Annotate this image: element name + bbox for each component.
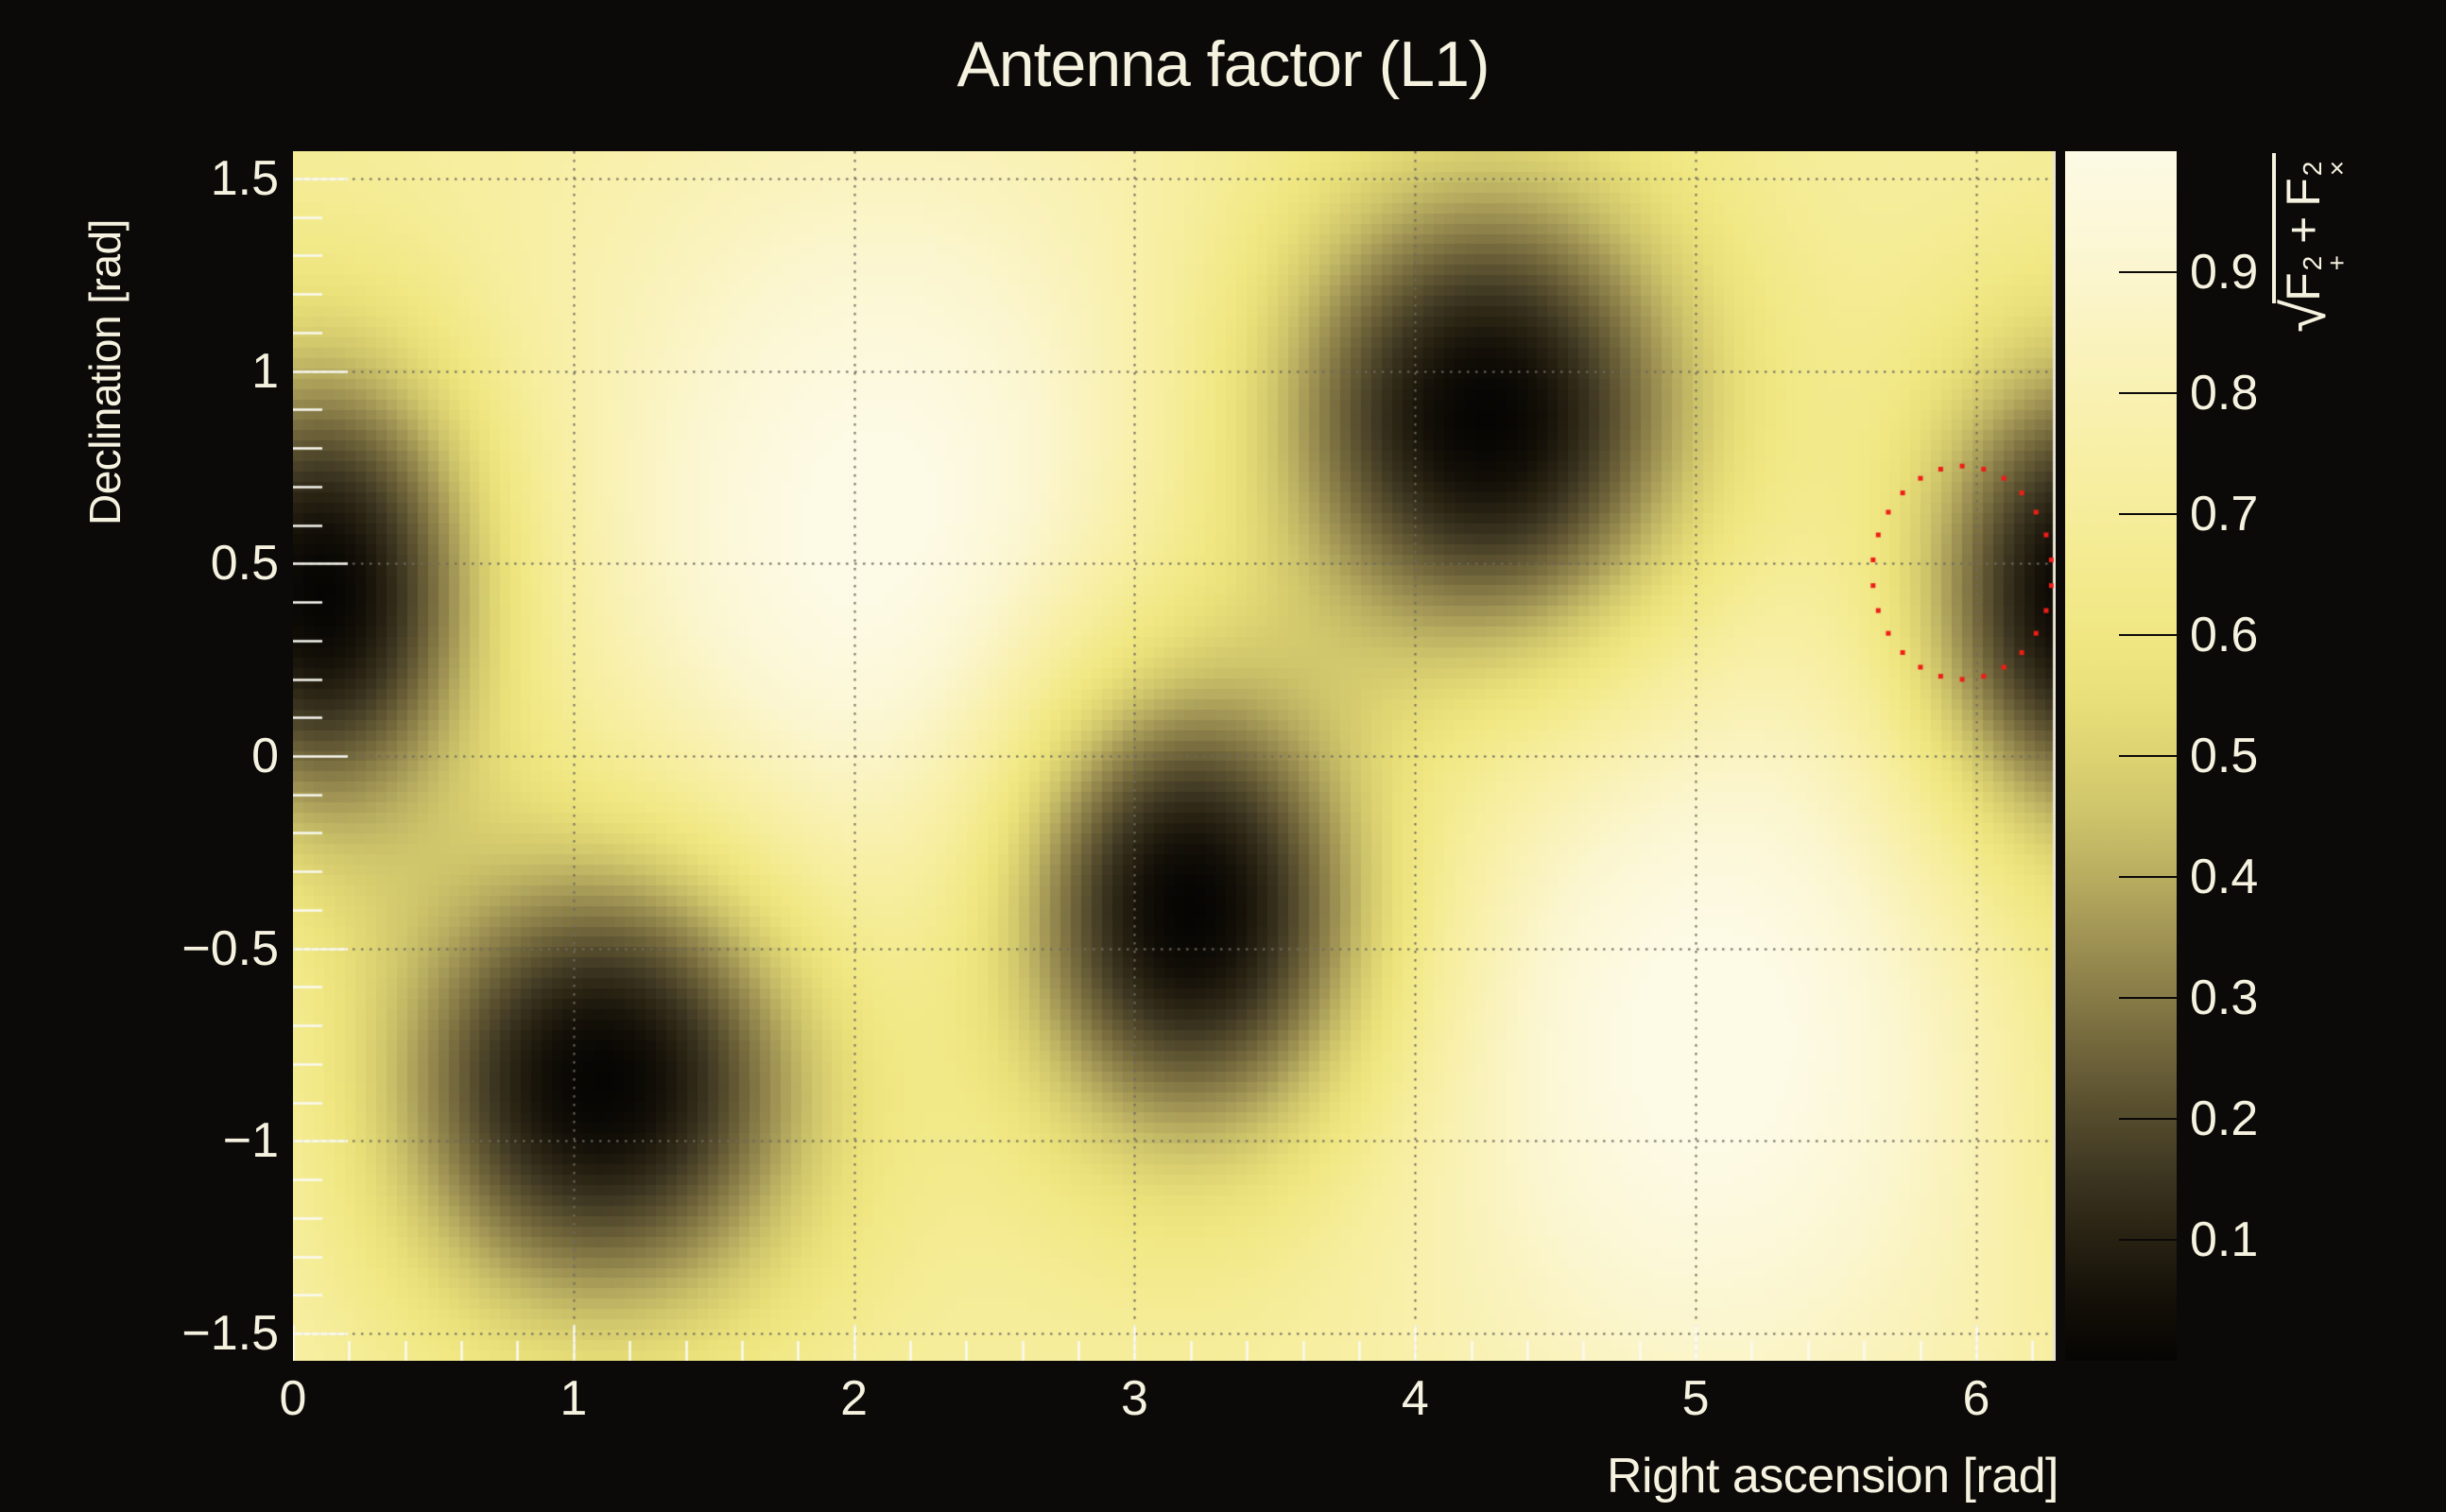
colorbar-tick-0.4 (2119, 876, 2177, 878)
colorbar-tick-label-0.8: 0.8 (2190, 366, 2259, 421)
x-tick-label-1: 1 (560, 1371, 588, 1426)
colorbar-tick-label-0.2: 0.2 (2190, 1091, 2259, 1146)
fplus-base: F (2277, 272, 2330, 301)
x-tick-label-3: 3 (1121, 1371, 1148, 1426)
colorbar (2065, 151, 2177, 1361)
y-tick-label-0: 0 (251, 729, 279, 783)
colorbar-title-radicand: F 2 + +F 2 × (2272, 152, 2351, 303)
colorbar-title: √F 2 + +F 2 × (2270, 152, 2351, 333)
y-tick-label-1.5: 1.5 (210, 150, 279, 206)
colorbar-tick-label-0.5: 0.5 (2190, 729, 2259, 783)
colorbar-tick-label-0.9: 0.9 (2190, 245, 2259, 300)
y-tick-label-−1.5: −1.5 (181, 1306, 279, 1362)
colorbar-tick-0.7 (2119, 513, 2177, 515)
x-tick-label-0: 0 (279, 1371, 307, 1426)
colorbar-tick-0.1 (2119, 1239, 2177, 1241)
fcross-subscript: × (2322, 160, 2351, 177)
heatmap-plot-area (293, 151, 2056, 1361)
x-axis-title: Right ascension [rad] (1607, 1449, 2059, 1503)
y-tick-label-−1: −1 (222, 1113, 279, 1169)
x-tick-label-6: 6 (1962, 1371, 1990, 1426)
colorbar-tick-0.6 (2119, 634, 2177, 636)
y-axis-title: Declination [rad] (80, 219, 129, 525)
colorbar-tick-0.3 (2119, 997, 2177, 999)
fcross-base: F (2277, 178, 2330, 207)
plus-operator: + (2277, 215, 2330, 244)
chart-title: Antenna factor (L1) (956, 28, 1490, 100)
colorbar-tick-0.9 (2119, 271, 2177, 273)
y-tick-label-1: 1 (251, 343, 279, 399)
colorbar-tick-label-0.4: 0.4 (2190, 850, 2259, 904)
colorbar-tick-label-0.7: 0.7 (2190, 487, 2259, 541)
x-tick-label-2: 2 (840, 1371, 869, 1426)
colorbar-tick-label-0.6: 0.6 (2190, 608, 2259, 662)
fplus-scripts: 2 + (2298, 254, 2351, 271)
x-tick-label-5: 5 (1681, 1371, 1710, 1426)
fplus-subscript: + (2322, 254, 2351, 271)
colorbar-tick-0.5 (2119, 755, 2177, 757)
colorbar-tick-label-0.3: 0.3 (2190, 971, 2259, 1025)
colorbar-tick-0.8 (2119, 392, 2177, 394)
colorbar-tick-0.2 (2119, 1118, 2177, 1120)
x-tick-label-4: 4 (1401, 1371, 1429, 1426)
fcross-scripts: 2 × (2298, 160, 2351, 177)
radical-sign-icon: √ (2270, 299, 2338, 333)
colorbar-tick-label-0.1: 0.1 (2190, 1212, 2259, 1267)
y-tick-label-−0.5: −0.5 (181, 920, 279, 976)
y-tick-label-0.5: 0.5 (210, 536, 279, 592)
